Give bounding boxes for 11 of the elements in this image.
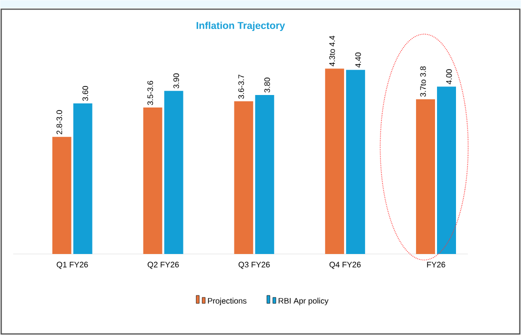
bar [73,103,92,254]
bar [346,70,366,254]
bar [143,107,162,254]
bar [234,101,254,254]
bar [255,94,274,254]
bar [325,68,344,254]
bar [52,136,72,254]
bar [437,86,456,254]
chart-title: Inflation Trajectory [196,22,285,31]
bar [416,99,436,254]
bar [164,90,184,254]
